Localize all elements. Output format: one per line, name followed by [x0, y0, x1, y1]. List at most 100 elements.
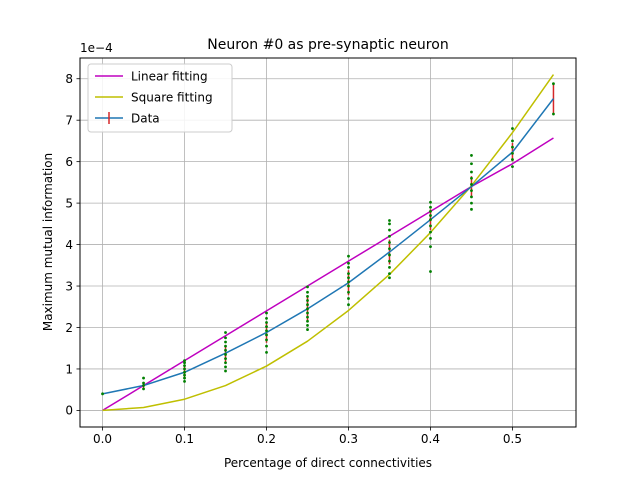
x-tick-label: 0.4 [421, 432, 440, 446]
sample-point [511, 127, 514, 130]
sample-point [470, 207, 473, 211]
y-tick-label: 0 [65, 404, 73, 418]
y-tick-label: 8 [65, 72, 73, 86]
sample-point [265, 321, 268, 324]
sample-point [388, 247, 391, 251]
sample-point [101, 392, 104, 396]
sample-point [347, 303, 350, 307]
sample-point [347, 254, 350, 258]
sample-point [142, 376, 145, 380]
sample-point [388, 265, 391, 269]
legend: Linear fitting Square fitting Data [87, 63, 233, 133]
sample-point [388, 241, 391, 244]
series-line-data [102, 98, 555, 395]
sample-point [183, 364, 186, 368]
sample-point [470, 201, 473, 205]
sample-point [470, 195, 473, 199]
sample-point [224, 353, 227, 356]
sample-point [265, 325, 268, 329]
sample-point [388, 234, 391, 238]
sample-point [347, 297, 350, 300]
sample-point [388, 276, 391, 280]
sample-point [347, 284, 350, 288]
sample-point [306, 285, 309, 289]
sample-point [552, 112, 555, 116]
sample-point [306, 294, 309, 298]
sample-point [347, 276, 350, 280]
y-tick-label: 6 [65, 155, 73, 169]
data-samples [101, 82, 555, 396]
sample-point [306, 324, 309, 327]
sample-point [388, 219, 391, 222]
sample-point [183, 359, 186, 363]
sample-point [511, 139, 514, 143]
sample-point [388, 228, 391, 232]
sample-point [347, 290, 350, 294]
x-tick-label: 0.0 [93, 432, 112, 446]
y-tick-label: 1 [65, 362, 73, 376]
sample-point [183, 367, 186, 371]
y-tick-label: 7 [65, 113, 73, 127]
sample-point [388, 222, 391, 226]
sample-point [388, 272, 391, 275]
sample-point [224, 357, 227, 360]
sample-point [265, 350, 268, 354]
legend-label-linear: Linear fitting [131, 70, 208, 84]
sample-point [429, 210, 432, 213]
sample-point [470, 162, 473, 166]
y-tick-label: 2 [65, 321, 73, 335]
sample-point [552, 82, 555, 86]
series-line-square-fitting [102, 74, 555, 412]
sample-point [265, 338, 268, 342]
x-tick-label: 0.2 [257, 432, 276, 446]
sample-point [265, 344, 268, 348]
y-axis-label: Maximum mutual information [41, 153, 55, 331]
sample-point [265, 316, 268, 320]
y-axis-scale-label: 1e−4 [80, 41, 113, 55]
sample-point [429, 245, 432, 249]
sample-point [183, 370, 186, 374]
sample-point [224, 340, 227, 344]
chart-title: Neuron #0 as pre-synaptic neuron [207, 37, 448, 53]
x-axis-ticks: 0.0 0.1 0.2 0.3 0.4 0.5 [93, 427, 522, 446]
sample-point [306, 311, 309, 315]
sample-point [511, 158, 514, 161]
sample-point [265, 311, 268, 315]
y-axis-ticks: 0 1 2 3 4 5 6 7 8 [65, 72, 80, 418]
sample-point [224, 336, 227, 340]
legend-label-square: Square fitting [131, 91, 213, 105]
sample-point [470, 154, 473, 157]
sample-point [306, 328, 309, 331]
sample-point [470, 189, 473, 193]
sample-point [429, 200, 432, 204]
sample-point [347, 272, 350, 275]
sample-point [306, 315, 309, 319]
x-axis-label: Percentage of direct connectivities [224, 456, 432, 470]
sample-point [183, 376, 186, 380]
sample-point [511, 145, 514, 149]
y-tick-label: 5 [65, 196, 73, 210]
sample-point [306, 303, 309, 307]
sample-point [511, 165, 514, 169]
sample-point [142, 384, 145, 387]
legend-box [87, 63, 233, 133]
x-tick-label: 0.3 [339, 432, 358, 446]
grid [80, 58, 576, 427]
x-tick-label: 0.1 [175, 432, 194, 446]
sample-point [142, 381, 145, 385]
sample-point [470, 183, 473, 186]
series-line-linear-fitting [102, 137, 554, 412]
sample-point [224, 348, 227, 352]
sample-point [224, 344, 227, 348]
sample-point [347, 261, 350, 265]
sample-point [306, 290, 309, 294]
sample-point [429, 230, 432, 234]
y-tick-label: 3 [65, 279, 73, 293]
sample-point [429, 214, 432, 217]
sample-point [224, 361, 227, 365]
sample-point [388, 259, 391, 263]
sample-point [388, 253, 391, 257]
sample-point [429, 270, 432, 273]
legend-label-data: Data [131, 112, 160, 126]
